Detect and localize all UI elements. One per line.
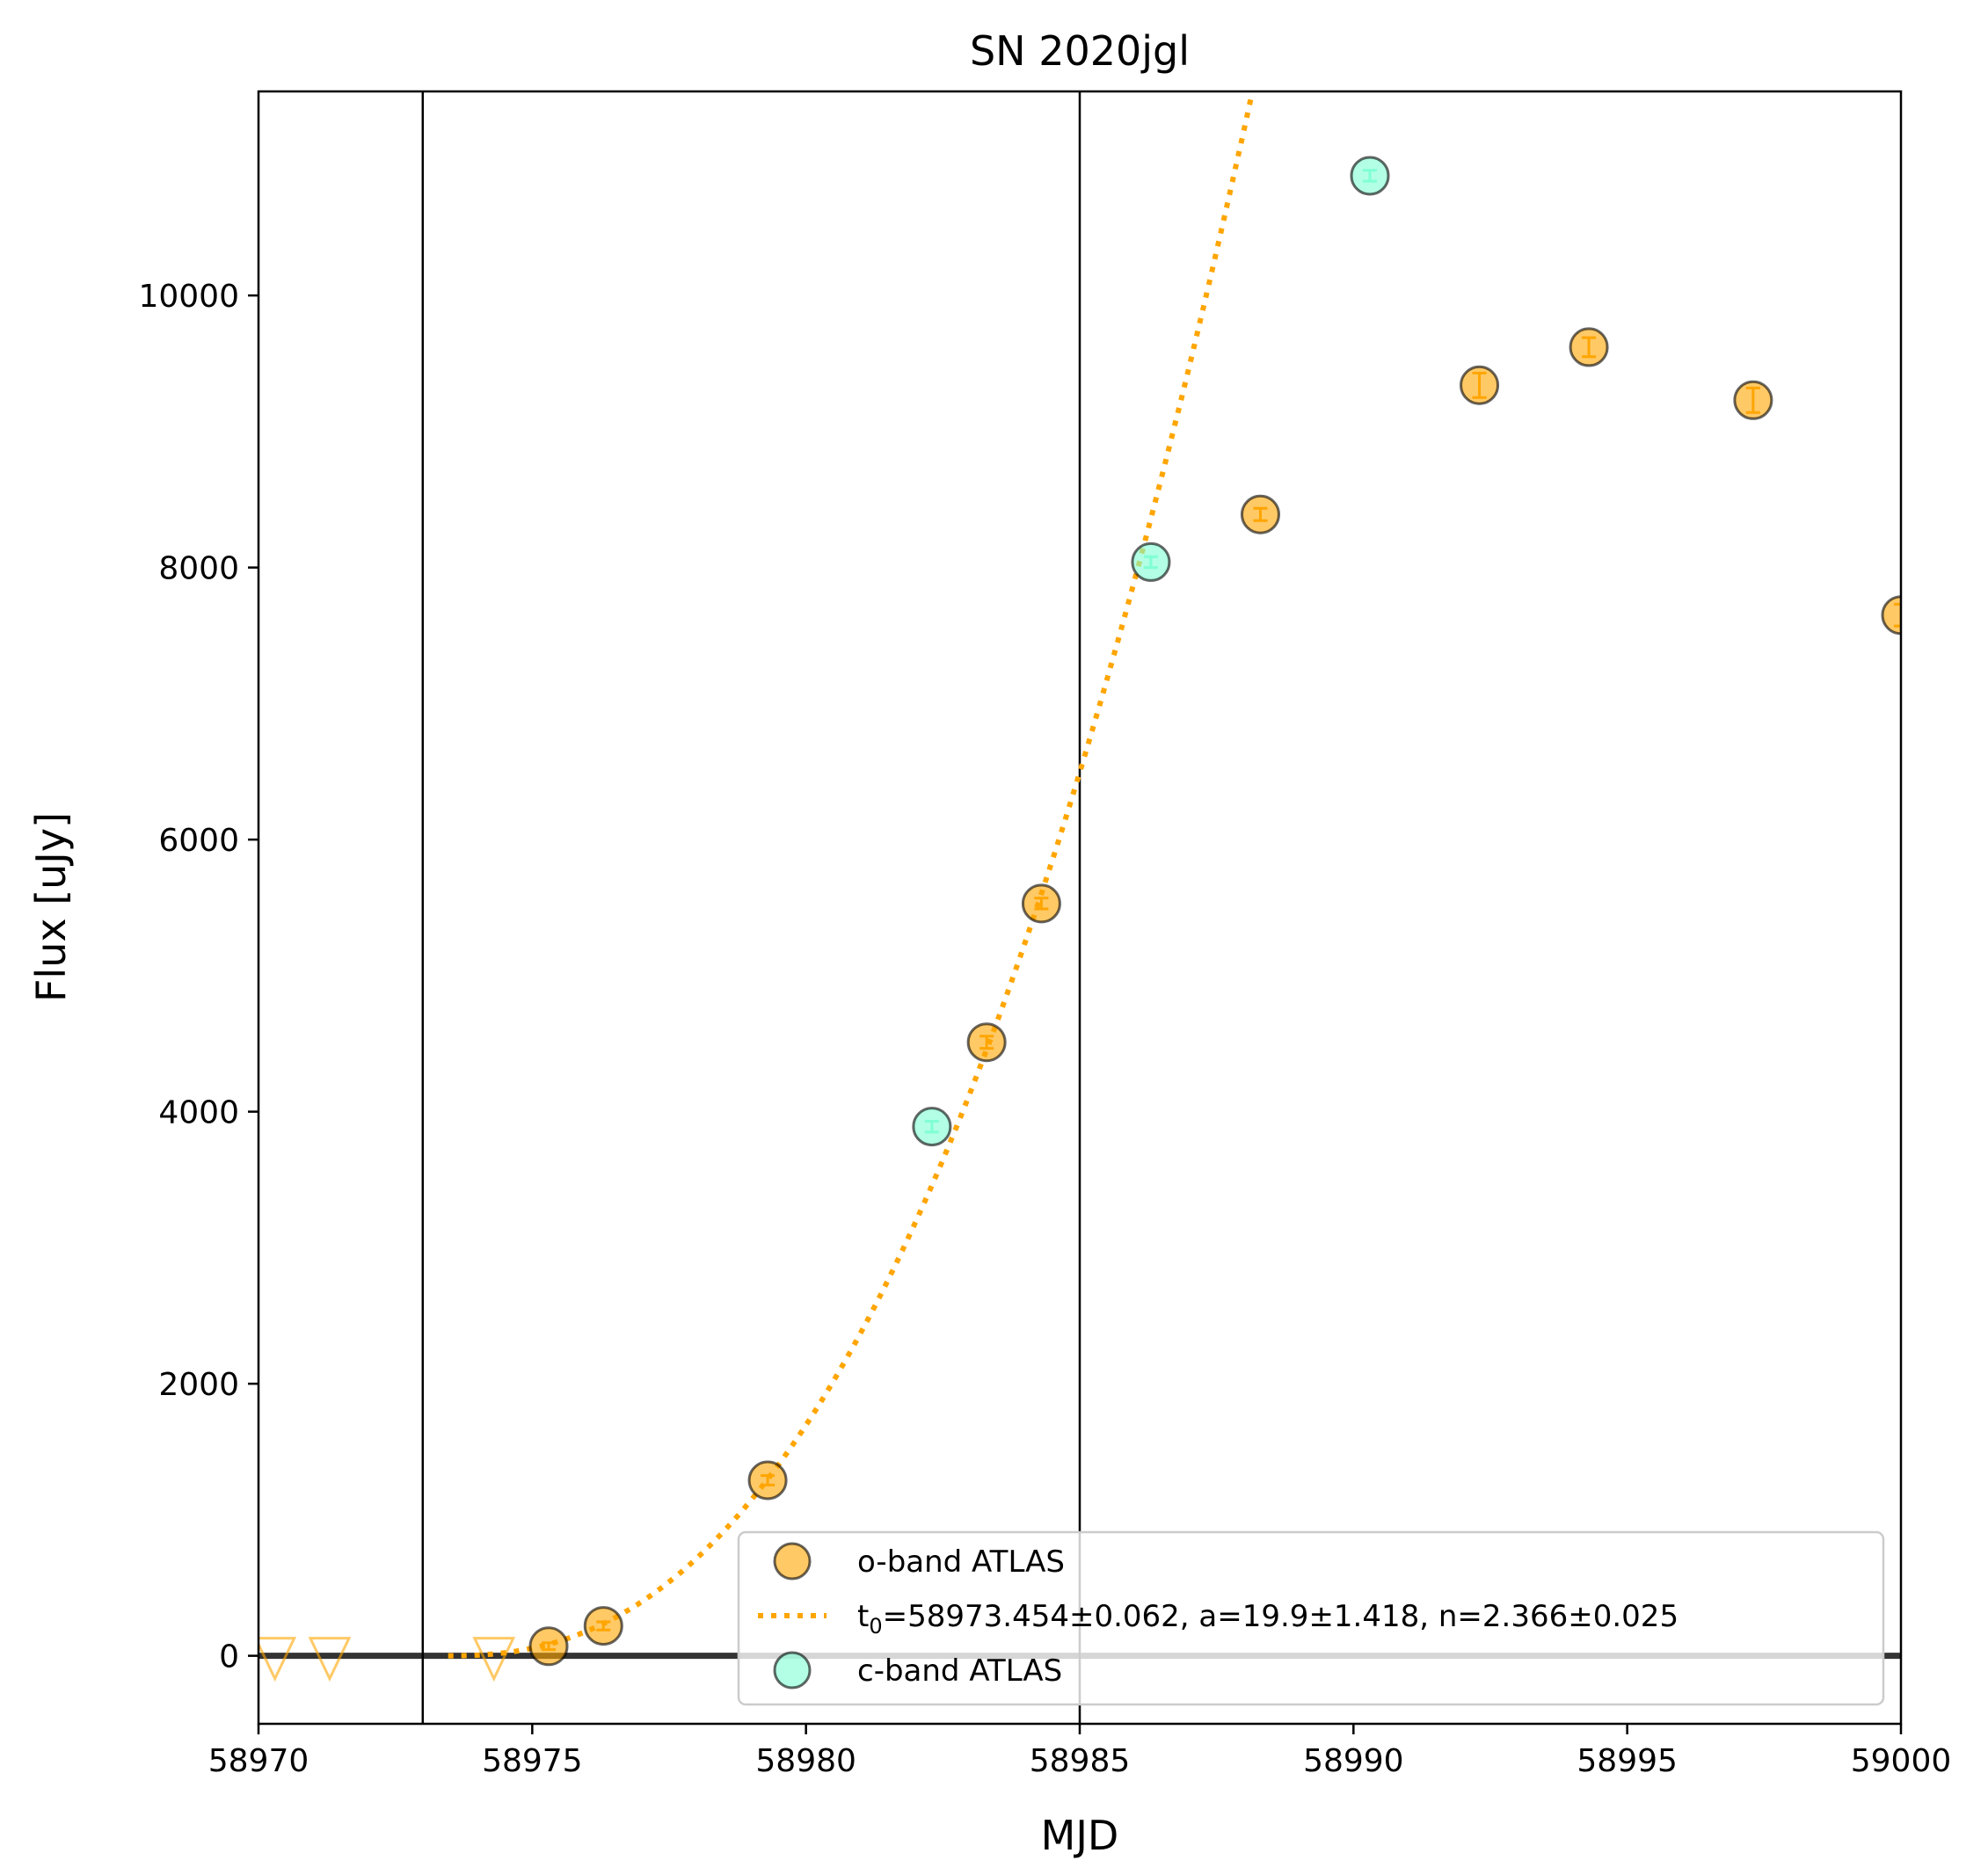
- legend-fit-parameters: =58973.454±0.062, a=19.9±1.418, n=2.366±…: [883, 1599, 1679, 1634]
- x-tick-label: 58980: [755, 1743, 856, 1779]
- chart-title: SN 2020jgl: [970, 27, 1190, 75]
- y-tick-label: 0: [219, 1639, 239, 1675]
- legend-label-o-band: o-band ATLAS: [857, 1544, 1065, 1580]
- x-tick-label: 58995: [1577, 1743, 1678, 1779]
- y-tick-label: 6000: [158, 823, 239, 859]
- x-tick-label: 58975: [482, 1743, 583, 1779]
- legend-label-c-band: c-band ATLAS: [857, 1653, 1062, 1689]
- axes: 58970 58975 58980 58985 58990 58995 59000 0 2000…: [138, 279, 1951, 1779]
- reference-lines: [259, 91, 1901, 1724]
- legend-marker-o-band: [773, 1542, 812, 1581]
- plot-frame: [257, 90, 1903, 1726]
- y-tick-label: 4000: [158, 1095, 239, 1131]
- legend-marker-c-band: [773, 1651, 812, 1690]
- upper-limit-marker: [259, 1637, 297, 1682]
- y-axis-label: Flux [uJy]: [27, 812, 75, 1002]
- upper-limit-marker: [472, 1637, 516, 1682]
- data-point: [1881, 595, 1901, 636]
- legend-box: [737, 1530, 1885, 1706]
- data-points: [259, 156, 1901, 1682]
- y-tick-label: 10000: [138, 279, 239, 315]
- upper-limit-marker: [308, 1637, 352, 1682]
- y-tick-label: 2000: [158, 1367, 239, 1403]
- x-tick-label: 58985: [1030, 1743, 1131, 1779]
- x-axis-label: MJD: [1041, 1812, 1119, 1859]
- power-law-fit-curve: [448, 91, 1256, 1659]
- legend: o-band ATLAS t0=58973.454±0.062, a=19.9±…: [737, 1530, 1885, 1706]
- legend-fit-subscript: 0: [869, 1614, 882, 1639]
- y-tick-label: 8000: [158, 551, 239, 587]
- x-tick-label: 58970: [208, 1743, 309, 1779]
- legend-label-fit: t0=58973.454±0.062, a=19.9±1.418, n=2.36…: [857, 1599, 1679, 1639]
- x-tick-label: 59000: [1851, 1743, 1952, 1779]
- x-tick-label: 58990: [1303, 1743, 1404, 1779]
- legend-fit-t: t: [857, 1599, 869, 1634]
